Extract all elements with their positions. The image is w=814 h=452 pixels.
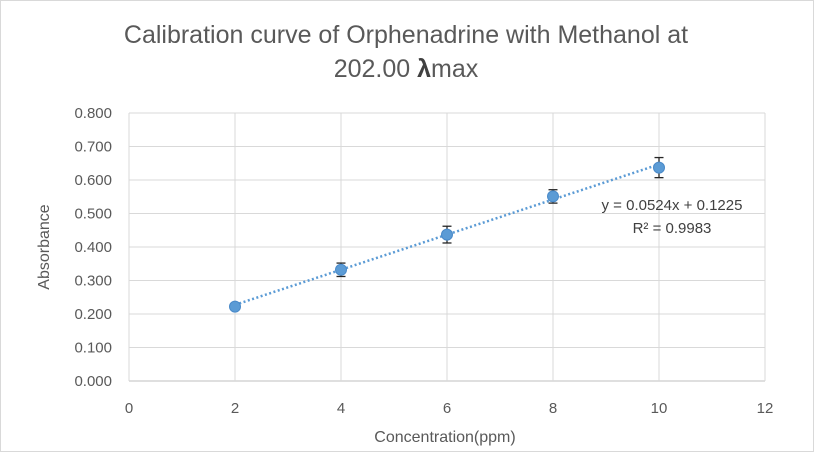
data-point bbox=[229, 300, 241, 313]
x-tick-label: 4 bbox=[337, 400, 345, 417]
data-points bbox=[229, 161, 665, 313]
chart-title-suffix: max bbox=[431, 55, 479, 83]
gridlines bbox=[128, 112, 766, 382]
data-point bbox=[441, 228, 453, 241]
y-tick-label: 0.700 bbox=[74, 139, 112, 156]
y-axis-title: Absorbance bbox=[36, 204, 53, 289]
lambda-symbol: λ bbox=[417, 55, 432, 83]
chart-title-line2: 202.00 λmax bbox=[0, 52, 812, 86]
data-point bbox=[547, 190, 559, 203]
x-tick-label: 10 bbox=[651, 400, 668, 417]
y-tick-label: 0.500 bbox=[74, 206, 112, 223]
data-point bbox=[653, 161, 665, 174]
y-tick-label: 0.000 bbox=[74, 373, 112, 390]
x-tick-label: 2 bbox=[231, 400, 239, 417]
y-tick-label: 0.800 bbox=[74, 105, 112, 122]
x-tick-label: 12 bbox=[757, 400, 774, 417]
y-axis-ticks: 0.000 0.100 0.200 0.300 0.400 0.500 0.600 0.700… bbox=[74, 105, 112, 390]
x-tick-label: 6 bbox=[443, 400, 451, 417]
data-point bbox=[335, 263, 347, 276]
y-tick-label: 0.200 bbox=[74, 306, 112, 323]
y-tick-label: 0.300 bbox=[74, 273, 112, 290]
y-tick-label: 0.600 bbox=[74, 172, 112, 189]
x-axis-ticks: 0 2 4 6 8 10 12 bbox=[125, 400, 774, 417]
trendline-r-squared: R² = 0.9983 bbox=[633, 220, 712, 237]
x-axis-title: Concentration(ppm) bbox=[374, 429, 515, 446]
chart-title-wavelength: 202.00 bbox=[333, 55, 418, 83]
y-tick-label: 0.100 bbox=[74, 340, 112, 357]
y-tick-label: 0.400 bbox=[74, 239, 112, 256]
trendline-equation: y = 0.0524x + 0.1225 bbox=[602, 197, 743, 214]
chart-title-line1: Calibration curve of Orphenadrine with M… bbox=[123, 21, 689, 49]
x-tick-label: 8 bbox=[549, 400, 557, 417]
x-tick-label: 0 bbox=[125, 400, 133, 417]
chart-title: Calibration curve of Orphenadrine with M… bbox=[0, 18, 812, 86]
